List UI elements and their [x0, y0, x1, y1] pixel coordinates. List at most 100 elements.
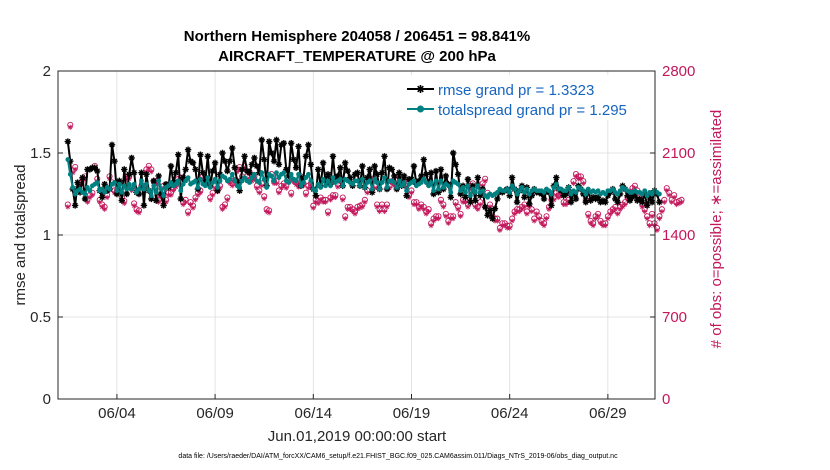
obs-assimilated-point: [453, 201, 459, 208]
obs-assimilated-point: [669, 199, 675, 205]
obs-assimilated-point: [509, 218, 515, 224]
chart-subtitle: AIRCRAFT_TEMPERATURE @ 200 hPa: [218, 48, 496, 65]
rmse-point: [452, 161, 459, 168]
rmse-point: [221, 158, 229, 165]
y-tick-label: 1.5: [30, 145, 51, 162]
obs-assimilated-point: [426, 208, 432, 215]
obs-assimilated-point: [84, 199, 91, 205]
obs-assimilated-point: [369, 178, 375, 184]
spread-point: [573, 189, 579, 195]
spread-point: [359, 176, 365, 182]
rmse-point: [447, 194, 454, 201]
obs-assimilated-point: [210, 192, 216, 198]
obs-assimilated-point: [521, 204, 528, 210]
rmse-point: [491, 205, 499, 212]
obs-assimilated-point: [251, 176, 257, 182]
rmse-point: [450, 149, 457, 157]
rmse-point: [472, 197, 479, 204]
spread-point: [146, 188, 152, 194]
obs-assimilated-point: [325, 211, 331, 217]
legend-marker-spread: [417, 105, 424, 113]
spread-point: [259, 170, 265, 176]
spread-point: [583, 191, 589, 197]
obs-assimilated-point: [482, 178, 488, 184]
spread-point: [185, 175, 191, 181]
spread-point: [210, 180, 216, 185]
rmse-point: [427, 169, 435, 176]
spread-point: [507, 189, 513, 195]
rmse-point: [177, 195, 184, 203]
y-tick-label: 1: [43, 227, 51, 244]
rmse-point: [292, 164, 300, 171]
spread-point: [325, 178, 331, 184]
spread-point: [161, 193, 166, 199]
rmse-point: [76, 189, 84, 196]
spread-point: [193, 178, 198, 184]
obs-assimilated-point: [676, 200, 682, 206]
rmse-point: [346, 174, 354, 181]
obs-assimilated-point: [507, 225, 513, 231]
obs-assimilated-point: [315, 200, 321, 206]
spread-point: [180, 181, 186, 187]
spread-point: [119, 189, 125, 195]
rmse-point: [91, 164, 99, 171]
y-right-tick-label: 2100: [662, 145, 695, 162]
spread-point: [423, 180, 429, 185]
rmse-point: [484, 212, 491, 219]
spread-point: [288, 171, 294, 177]
spread-point: [264, 185, 270, 190]
obs-assimilated-point: [342, 216, 348, 222]
obs-assimilated-point: [590, 223, 596, 229]
rmse-point: [172, 169, 180, 176]
spread-point: [114, 188, 120, 194]
spread-point: [549, 191, 554, 197]
obs-assimilated-point: [278, 185, 284, 191]
spread-point: [458, 188, 463, 194]
spread-point: [293, 178, 299, 184]
rmse-point: [148, 195, 155, 203]
obs-assimilated-point: [77, 183, 83, 189]
obs-assimilated-point: [183, 199, 189, 205]
rmse-point: [408, 176, 415, 183]
spread-point: [229, 171, 235, 177]
rmse-point: [170, 179, 177, 186]
rmse-point: [125, 171, 133, 178]
obs-assimilated-point: [531, 218, 537, 224]
obs-assimilated-point: [153, 180, 159, 187]
spread-point: [156, 178, 162, 184]
rmse-point: [614, 199, 621, 206]
spread-point: [107, 186, 112, 192]
spread-point: [603, 191, 608, 197]
rmse-point: [418, 172, 425, 180]
obs-assimilated-point: [185, 211, 191, 217]
rmse-point: [179, 174, 187, 181]
spread-point: [197, 176, 203, 182]
obs-assimilated-point: [217, 185, 223, 191]
obs-assimilated-point: [327, 197, 334, 203]
obs-assimilated-point: [428, 223, 434, 229]
rmse-point: [98, 194, 106, 201]
rmse-point: [192, 166, 199, 173]
spread-point: [337, 176, 343, 182]
rmse-point: [101, 180, 108, 188]
spread-point: [369, 186, 375, 192]
obs-assimilated-point: [97, 199, 103, 205]
obs-assimilated-point: [536, 216, 542, 222]
rmse-point: [400, 172, 408, 180]
obs-assimilated-point: [421, 206, 427, 212]
spread-point: [121, 183, 127, 189]
rmse-point: [275, 161, 283, 168]
obs-assimilated-point: [222, 204, 228, 210]
rmse-point: [184, 146, 192, 153]
rmse-point: [204, 153, 211, 160]
x-tick-label: 06/04: [98, 405, 136, 422]
obs-assimilated-point: [543, 216, 550, 222]
obs-assimilated-point: [487, 204, 493, 210]
rmse-point: [369, 189, 376, 196]
spread-point: [102, 189, 108, 195]
spread-point: [367, 178, 373, 184]
rmse-point: [268, 149, 275, 157]
rmse-point: [288, 139, 295, 147]
spread-point: [281, 170, 287, 176]
y-tick-label: 2: [43, 63, 51, 80]
